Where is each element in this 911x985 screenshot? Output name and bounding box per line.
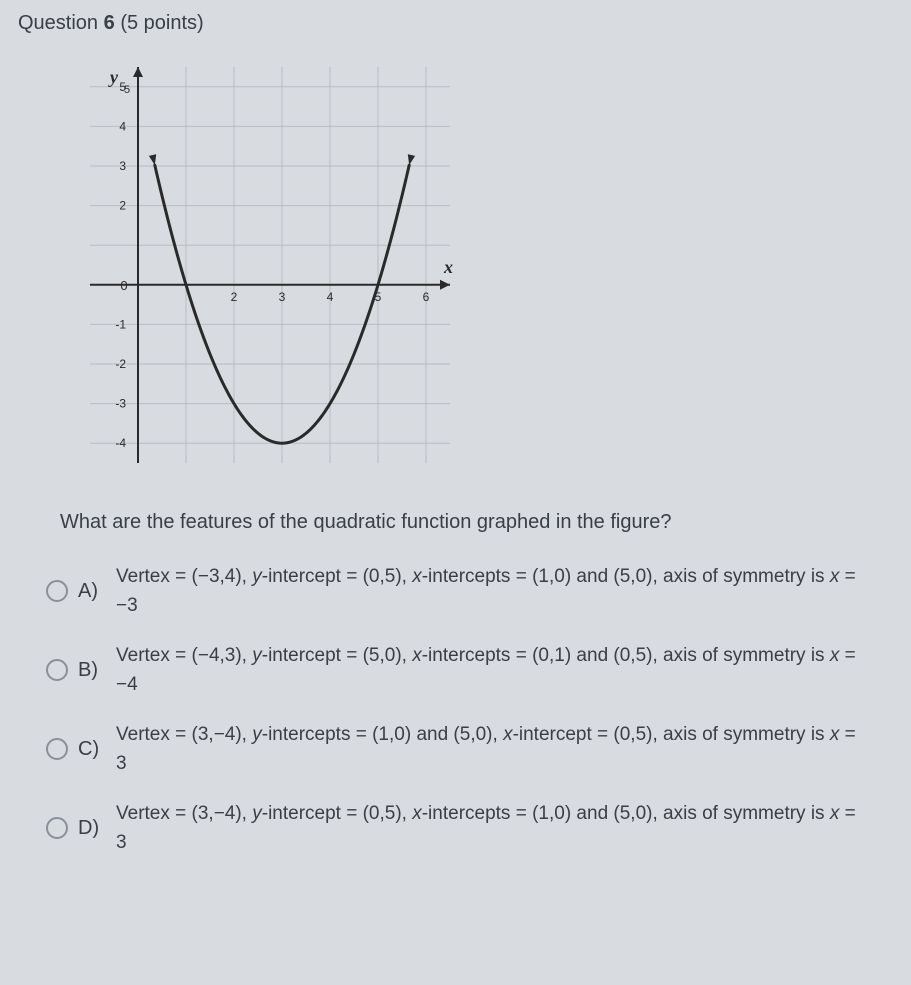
option-text: Vertex = (−3,4), y-intercept = (0,5), x-… xyxy=(116,562,856,621)
svg-text:3: 3 xyxy=(119,159,126,173)
svg-text:2: 2 xyxy=(119,199,126,213)
svg-text:4: 4 xyxy=(327,290,334,304)
svg-text:5: 5 xyxy=(124,84,130,96)
svg-text:-1: -1 xyxy=(115,317,126,331)
option-B: B) Vertex = (−4,3), y-intercept = (5,0), … xyxy=(46,641,893,700)
quadratic-graph: 023456-4-3-2-12345xy5 xyxy=(40,53,470,483)
svg-text:-2: -2 xyxy=(115,357,126,371)
question-prompt: What are the features of the quadratic f… xyxy=(60,511,893,534)
option-letter: D) xyxy=(78,817,106,840)
svg-text:-4: -4 xyxy=(115,436,126,450)
question-header: Question 6 (5 points) xyxy=(18,12,893,35)
option-letter: C) xyxy=(78,738,106,761)
svg-text:6: 6 xyxy=(423,290,430,304)
option-letter: A) xyxy=(78,580,106,603)
svg-text:-3: -3 xyxy=(115,397,126,411)
radio-D[interactable] xyxy=(46,817,68,839)
svg-text:x: x xyxy=(443,257,453,277)
radio-A[interactable] xyxy=(46,580,68,602)
answer-options: A) Vertex = (−3,4), y-intercept = (0,5), … xyxy=(46,562,893,858)
radio-B[interactable] xyxy=(46,659,68,681)
option-letter: B) xyxy=(78,659,106,682)
option-C: C) Vertex = (3,−4), y-intercepts = (1,0) … xyxy=(46,720,893,779)
option-D: D) Vertex = (3,−4), y-intercept = (0,5), … xyxy=(46,799,893,858)
option-text: Vertex = (3,−4), y-intercept = (0,5), x-… xyxy=(116,799,856,858)
question-points: (5 points) xyxy=(120,12,203,34)
radio-C[interactable] xyxy=(46,738,68,760)
question-number: 6 xyxy=(104,12,115,34)
svg-text:3: 3 xyxy=(279,290,286,304)
svg-text:0: 0 xyxy=(120,278,127,293)
question-label: Question xyxy=(18,12,98,34)
option-A: A) Vertex = (−3,4), y-intercept = (0,5), … xyxy=(46,562,893,621)
option-text: Vertex = (3,−4), y-intercepts = (1,0) an… xyxy=(116,720,856,779)
svg-text:y: y xyxy=(108,67,119,87)
svg-text:4: 4 xyxy=(119,119,126,133)
graph-container: 023456-4-3-2-12345xy5 xyxy=(40,53,893,483)
svg-text:2: 2 xyxy=(231,290,238,304)
option-text: Vertex = (−4,3), y-intercept = (5,0), x-… xyxy=(116,641,856,700)
